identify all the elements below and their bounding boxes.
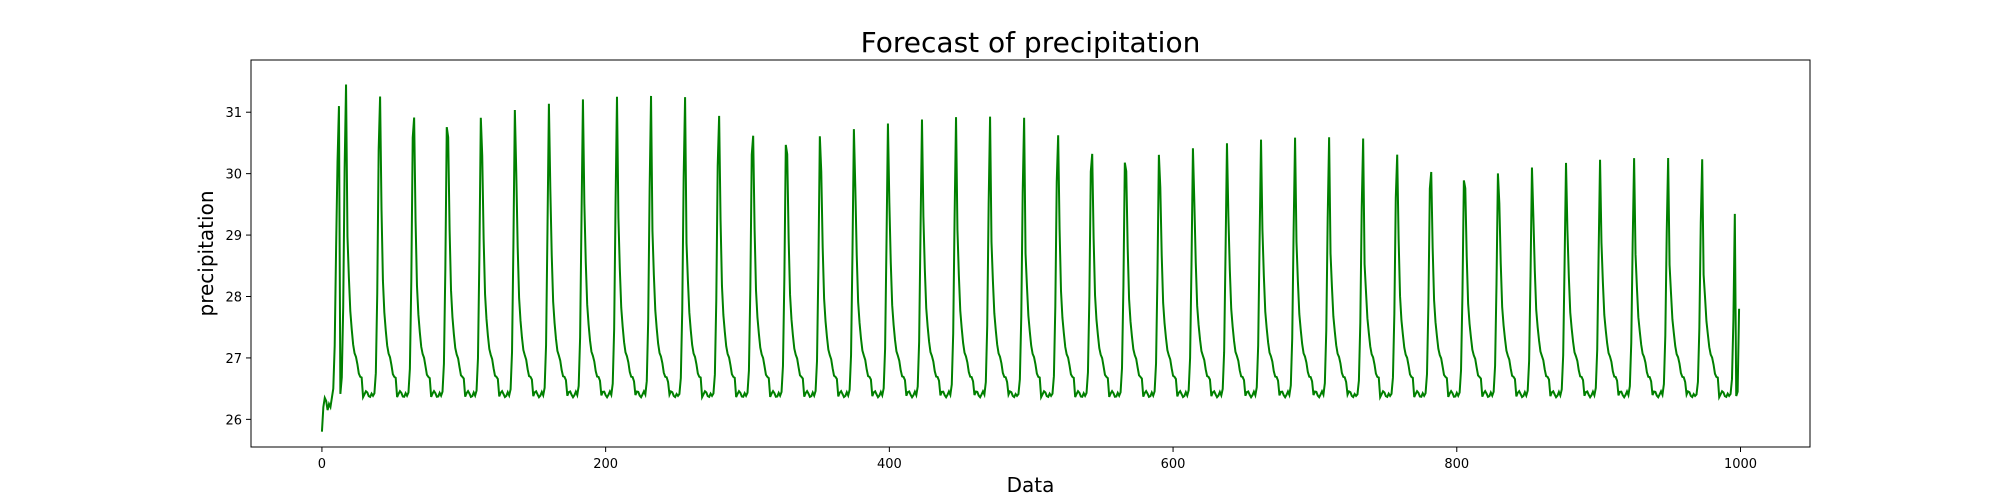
x-tick-label: 0 bbox=[318, 457, 326, 472]
precipitation-series-line bbox=[320, 84, 1741, 432]
x-tick-label: 200 bbox=[593, 457, 618, 472]
plot-frame bbox=[250, 59, 1811, 448]
x-tick-label: 1000 bbox=[1724, 457, 1757, 472]
x-tick-label: 800 bbox=[1444, 457, 1469, 472]
y-tick-label: 27 bbox=[225, 352, 242, 367]
y-axis-ticks: 26 27 28 29 30 31 bbox=[225, 106, 251, 428]
x-axis-label: Data bbox=[1007, 473, 1055, 497]
y-tick-label: 29 bbox=[225, 229, 242, 244]
y-tick-label: 30 bbox=[225, 168, 242, 183]
x-tick-label: 600 bbox=[1161, 457, 1186, 472]
y-axis-label: precipitation bbox=[194, 191, 218, 317]
x-axis-ticks: 0 200 400 600 800 1000 bbox=[318, 447, 1757, 472]
chart-title: Forecast of precipitation bbox=[861, 26, 1201, 59]
y-tick-label: 26 bbox=[225, 413, 242, 428]
x-tick-label: 400 bbox=[877, 457, 902, 472]
y-tick-label: 31 bbox=[225, 106, 242, 121]
y-tick-label: 28 bbox=[225, 291, 242, 306]
